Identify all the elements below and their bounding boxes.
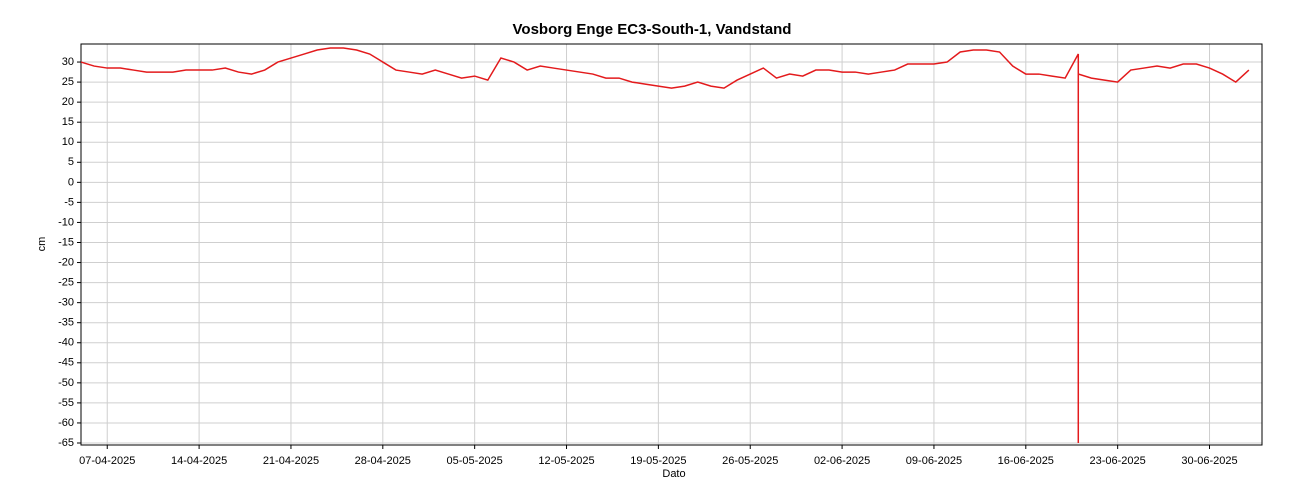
y-tick-label: -10 bbox=[58, 216, 74, 228]
x-tick-label: 09-06-2025 bbox=[906, 455, 962, 467]
y-tick-label: 15 bbox=[62, 116, 74, 128]
y-tick-label: 25 bbox=[62, 76, 74, 88]
plot-frame bbox=[80, 43, 1263, 446]
y-tick-label: 20 bbox=[62, 96, 74, 108]
chart-title: Vosborg Enge EC3-South-1, Vandstand bbox=[513, 21, 792, 38]
y-tick-label: 10 bbox=[62, 136, 74, 148]
y-tick-label: -65 bbox=[58, 437, 74, 449]
y-tick-label: -60 bbox=[58, 417, 74, 429]
y-tick-label: -35 bbox=[58, 317, 74, 329]
x-tick-label: 12-05-2025 bbox=[538, 455, 594, 467]
y-tick-label: 5 bbox=[68, 156, 74, 168]
x-tick-label: 05-05-2025 bbox=[447, 455, 503, 467]
x-tick-label: 21-04-2025 bbox=[263, 455, 319, 467]
y-tick-label: 30 bbox=[62, 56, 74, 68]
y-tick-label: 0 bbox=[68, 176, 74, 188]
x-axis-label: Dato bbox=[662, 468, 685, 480]
y-tick-label: -45 bbox=[58, 357, 74, 369]
y-tick-label: -40 bbox=[58, 337, 74, 349]
y-tick-label: -30 bbox=[58, 297, 74, 309]
data-line bbox=[80, 47, 1250, 443]
x-tick-label: 28-04-2025 bbox=[355, 455, 411, 467]
y-tick-label: -15 bbox=[58, 236, 74, 248]
x-tick-label: 16-06-2025 bbox=[998, 455, 1054, 467]
x-tick-label: 02-06-2025 bbox=[814, 455, 870, 467]
x-tick-label: 30-06-2025 bbox=[1181, 455, 1237, 467]
x-tick-label: 07-04-2025 bbox=[79, 455, 135, 467]
y-tick-label: -20 bbox=[58, 256, 74, 268]
y-tick-label: -5 bbox=[64, 196, 74, 208]
y-tick-label: -55 bbox=[58, 397, 74, 409]
y-tick-label: -50 bbox=[58, 377, 74, 389]
x-tick-label: 26-05-2025 bbox=[722, 455, 778, 467]
y-axis-label: cm bbox=[36, 237, 48, 252]
x-tick-label: 19-05-2025 bbox=[630, 455, 686, 467]
x-tick-label: 23-06-2025 bbox=[1090, 455, 1146, 467]
y-tick-label: -25 bbox=[58, 277, 74, 289]
x-tick-label: 14-04-2025 bbox=[171, 455, 227, 467]
